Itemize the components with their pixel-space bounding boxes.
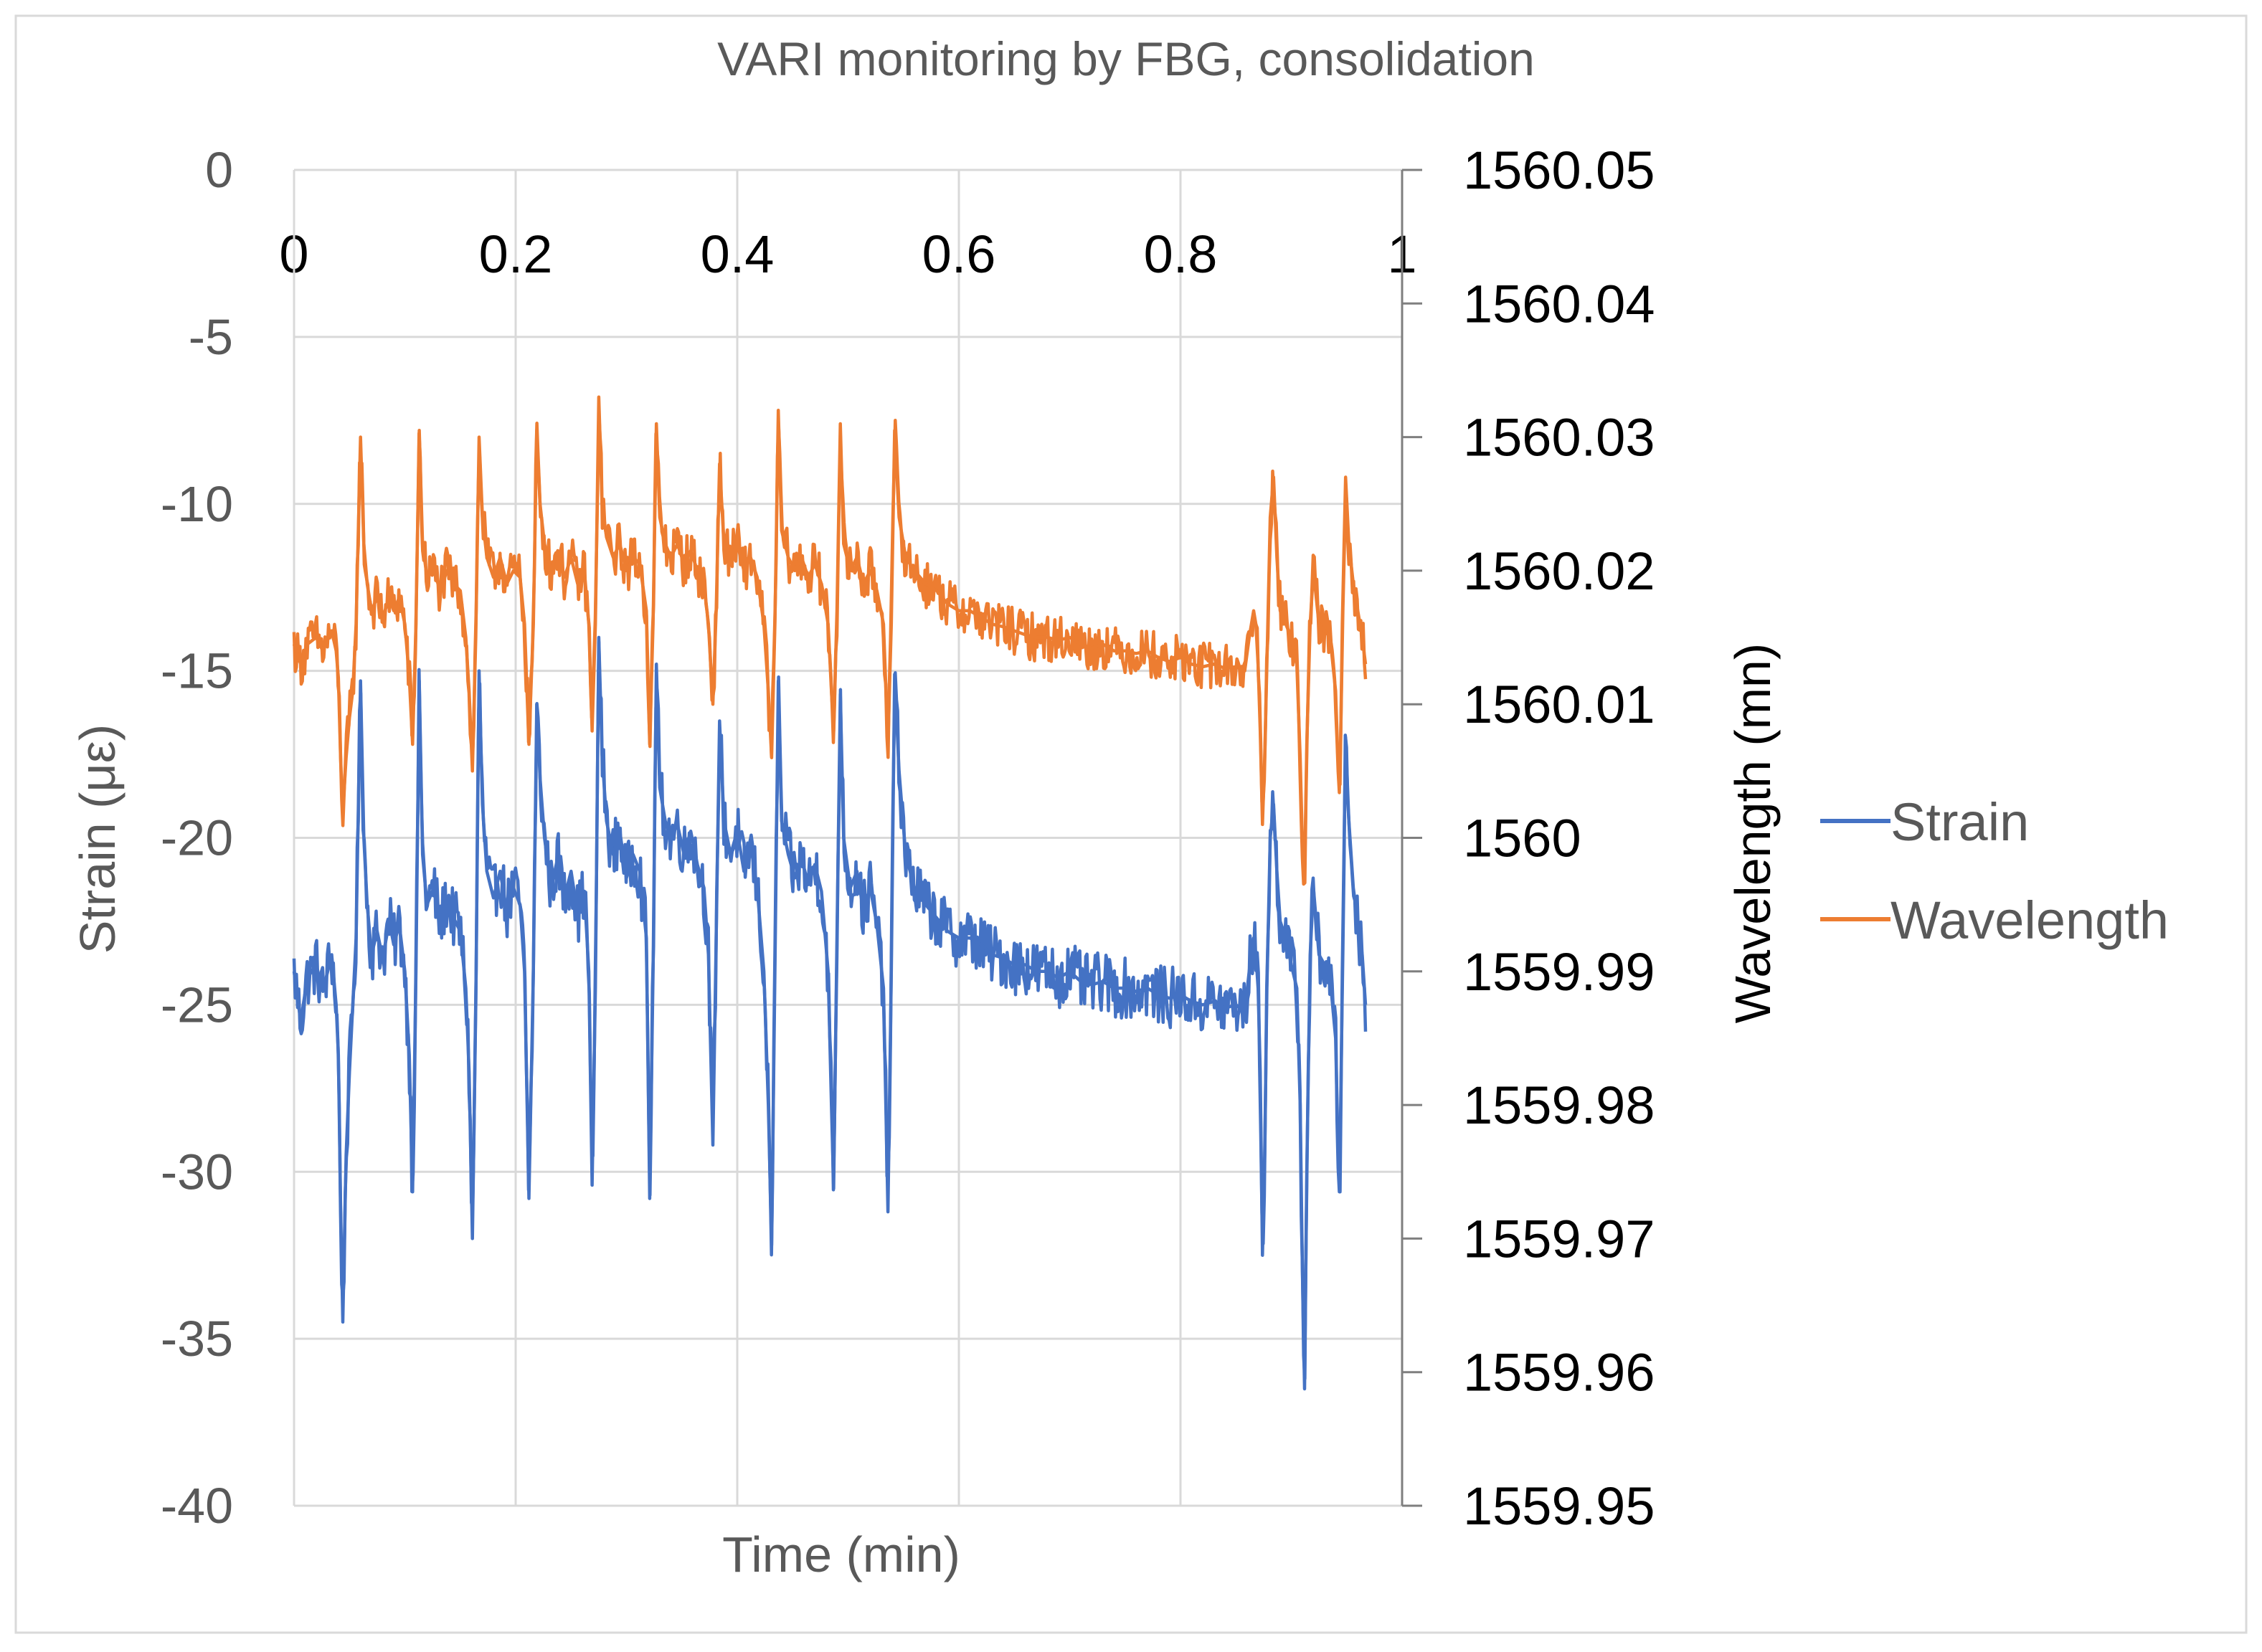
y-tick-label: -15 — [161, 643, 233, 699]
y-axis-label: Strain (με) — [70, 724, 126, 954]
legend: Strain Wavelength — [1820, 792, 2169, 950]
y-tick-label: -35 — [161, 1311, 233, 1367]
y2-tick-label: 1560.04 — [1463, 274, 1655, 333]
legend-label-strain: Strain — [1890, 792, 2029, 852]
chart-border — [14, 14, 2248, 1634]
y2-tick-label: 1559.97 — [1463, 1209, 1655, 1268]
y-tick-label: -30 — [161, 1144, 233, 1200]
series-envelope-strain — [292, 635, 1368, 1391]
x-tick-label: 0.8 — [1144, 224, 1218, 284]
series-envelope-wavelength — [292, 395, 1368, 880]
y2-tick-label: 1559.95 — [1463, 1476, 1655, 1536]
axis-layer: 0-5-10-15-20-25-30-35-400 0.2 0.4 0.6 0.8 115… — [161, 141, 1655, 1536]
y2-tick-label: 1559.99 — [1463, 942, 1655, 1002]
y-tick-label: -25 — [161, 977, 233, 1032]
x-tick-label: 0.2 — [479, 224, 553, 284]
x-tick-label: 0.6 — [922, 224, 996, 284]
y2-tick-label: 1560.01 — [1463, 675, 1655, 734]
y2-tick-label: 1560.05 — [1463, 141, 1655, 200]
y-tick-label: -20 — [161, 810, 233, 866]
y2-tick-label: 1560 — [1463, 809, 1581, 868]
x-axis-label: Time (min) — [722, 1527, 960, 1582]
y2-tick-label: 1560.02 — [1463, 541, 1655, 601]
legend-label-wavelength: Wavelength — [1890, 891, 2169, 950]
y-tick-label: -5 — [189, 309, 233, 365]
chart-title: VARI monitoring by FBG, consolidation — [717, 32, 1535, 85]
y-tick-label: -10 — [161, 476, 233, 532]
y2-tick-label: 1559.98 — [1463, 1076, 1655, 1135]
y2-tick-label: 1559.96 — [1463, 1343, 1655, 1402]
y-tick-label: 0 — [205, 142, 233, 198]
y-tick-label: -40 — [161, 1478, 233, 1534]
y2-tick-label: 1560.03 — [1463, 408, 1655, 467]
y2-axis-label: Wavelength (mn) — [1725, 643, 1781, 1023]
x-tick-label: 0.4 — [701, 224, 775, 284]
series-layer — [292, 395, 1368, 1391]
